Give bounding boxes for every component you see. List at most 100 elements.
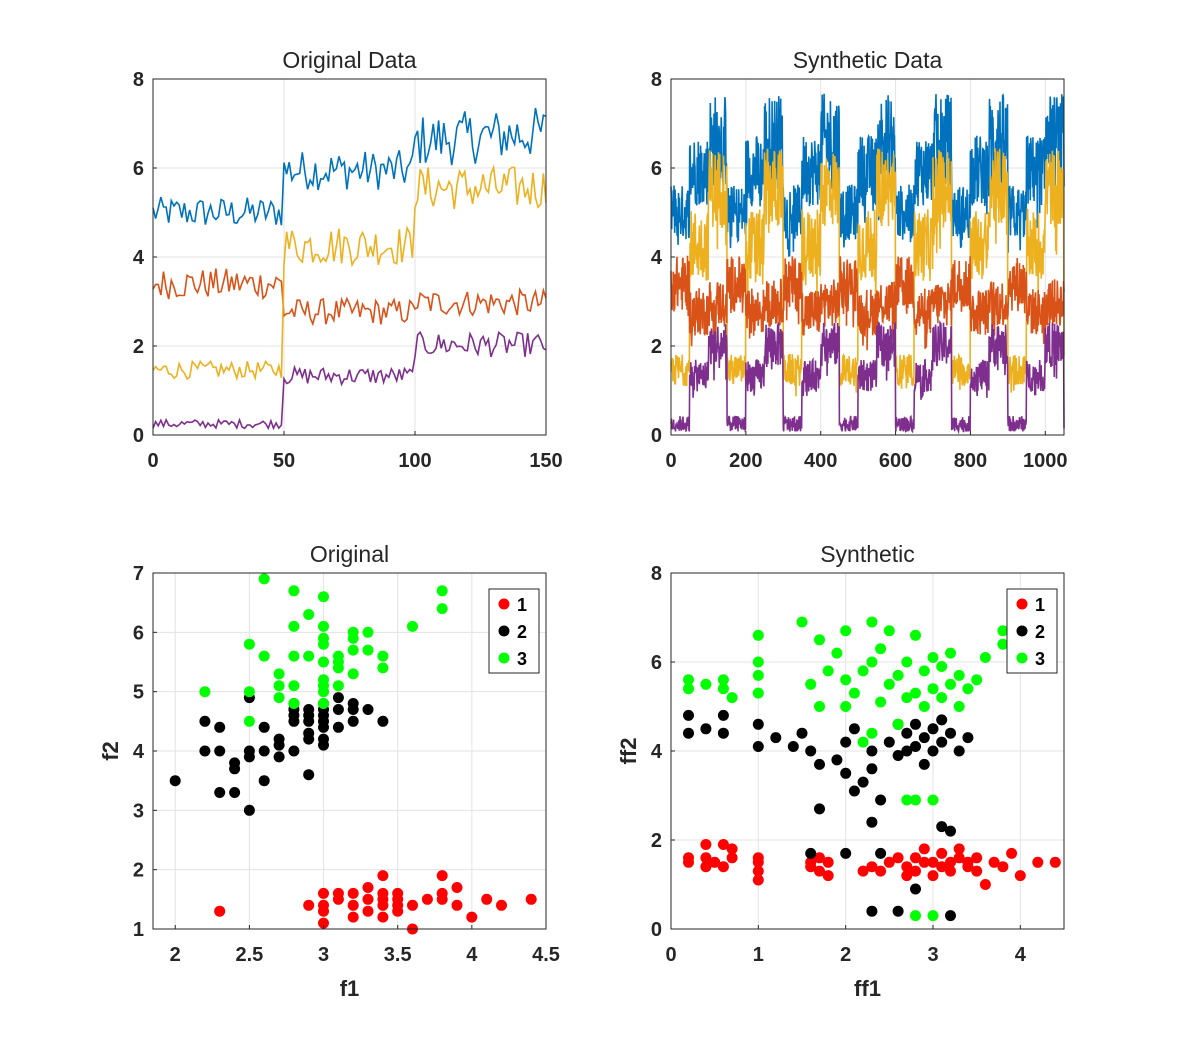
scatter-point-class-1 [318,899,329,911]
scatter-point-class-3 [243,638,255,650]
x-tick-label: 100 [398,450,431,472]
scatter-point-class-2 [332,692,344,704]
scatter-point-class-1 [466,911,478,923]
scatter-point-class-1 [945,856,956,868]
scatter-point-class-3 [840,674,852,686]
scatter-point-class-1 [421,893,433,905]
scatter-point-class-2 [332,704,344,715]
legend-marker-3 [498,652,510,664]
line-series-1 [670,93,1065,257]
scatter-point-class-2 [258,775,270,787]
scatter-point-class-3 [945,647,956,659]
scatter-point-class-1 [814,852,825,864]
scatter-point-class-2 [831,754,843,766]
scatter-point-class-3 [927,683,939,695]
scatter-point-class-3 [840,625,852,637]
scatter-point-class-2 [214,721,226,733]
legend-label-1: 1 [1035,595,1045,615]
y-axis-label: ff2 [616,738,641,765]
scatter-point-class-3 [752,656,764,668]
scatter-point-class-1 [822,856,834,868]
scatter-point-class-1 [945,865,956,877]
scatter-point-class-2 [805,847,817,859]
scatter-point-class-1 [700,839,712,850]
panel-original-scatter: 2 2.5 3 3.5 4 4.5 1 2 3 4 5 6 7 Original f1 f2 1 2 3 [98,541,560,1001]
scatter-point-class-2 [303,727,315,739]
scatter-point-class-3 [199,686,211,698]
scatter-point-class-2 [962,732,974,744]
scatter-point-class-2 [814,758,825,770]
legend-label-1: 1 [517,595,527,615]
scatter-point-class-2 [199,715,211,727]
legend-marker-1 [1016,598,1028,610]
scatter-point-class-2 [901,745,913,757]
scatter-point-class-3 [971,674,983,686]
scatter-point-class-2 [848,785,860,797]
legend-marker-2 [1016,625,1028,637]
scatter-point-class-1 [822,870,834,882]
scatter-point-class-2 [918,758,930,770]
scatter-point-class-3 [318,698,329,709]
scatter-point-class-2 [288,745,300,757]
scatter-point-class-2 [169,775,181,787]
y-tick-label: 8 [651,563,662,585]
scatter-point-class-3 [258,573,270,585]
scatter-point-class-3 [752,669,764,681]
scatter-point-class-3 [717,683,729,695]
scatter-point-class-3 [377,650,389,662]
scatter-point-class-2 [683,709,694,721]
scatter-point-class-1 [377,887,389,899]
scatter-point-class-2 [892,750,904,761]
scatter-point-class-2 [866,905,878,917]
scatter-point-class-3 [875,696,887,708]
scatter-point-class-3 [857,736,869,748]
scatter-point-class-1 [318,917,329,929]
scatter-point-class-1 [997,861,1009,873]
scatter-point-class-2 [243,804,255,816]
x-tick-label: 50 [273,450,295,472]
scatter-point-class-2 [347,698,359,709]
scatter-point-class-2 [717,709,729,721]
scatter-point-class-3 [892,718,904,730]
line-series-3 [670,255,1065,351]
y-tick-label: 5 [133,682,144,704]
line-series-4 [670,320,1065,435]
y-tick-label: 4 [133,247,145,269]
x-tick-label: 200 [729,450,762,472]
scatter-point-class-1 [883,856,895,868]
scatter-point-class-1 [362,905,374,917]
scatter-point-class-1 [436,870,448,882]
scatter-point-class-3 [910,794,921,806]
scatter-point-class-2 [752,718,764,730]
x-axis-label: f1 [340,976,360,1001]
scatter-point-class-1 [332,887,344,899]
scatter-point-class-1 [910,865,921,877]
line-series-3 [152,164,547,382]
scatter-point-class-2 [199,745,211,757]
scatter-point-class-2 [945,910,956,922]
scatter-point-class-3 [945,678,956,690]
scatter-point-class-1 [1006,847,1018,859]
panel-original-data: 0 50 100 150 0 2 4 6 8 Original Data [133,47,563,472]
x-tick-label: 3 [927,944,938,966]
scatter-point-class-1 [347,899,359,911]
scatter-point-class-1 [726,843,738,855]
scatter-point-class-3 [288,698,300,709]
scatter-point-class-2 [258,721,270,733]
scatter-point-class-1 [700,861,712,873]
legend-label-2: 2 [1035,622,1045,642]
scatter-point-class-3 [997,638,1009,650]
scatter-point-class-2 [229,757,241,769]
scatter-point-class-1 [979,879,991,890]
tick-labels: 0 200 400 600 800 1000 0 2 4 6 8 [651,69,1068,472]
scatter-point-class-2 [953,745,965,757]
scatter-point-class-3 [901,656,913,668]
scatter-point-class-3 [318,591,329,603]
scatter-point-class-2 [945,825,956,837]
scatter-point-class-2 [910,718,921,730]
scatter-point-class-3 [243,686,255,698]
scatter-point-class-3 [377,662,389,674]
line-series-2 [670,148,1065,397]
scatter-point-class-2 [936,821,948,833]
scatter-point-class-2 [883,736,895,748]
